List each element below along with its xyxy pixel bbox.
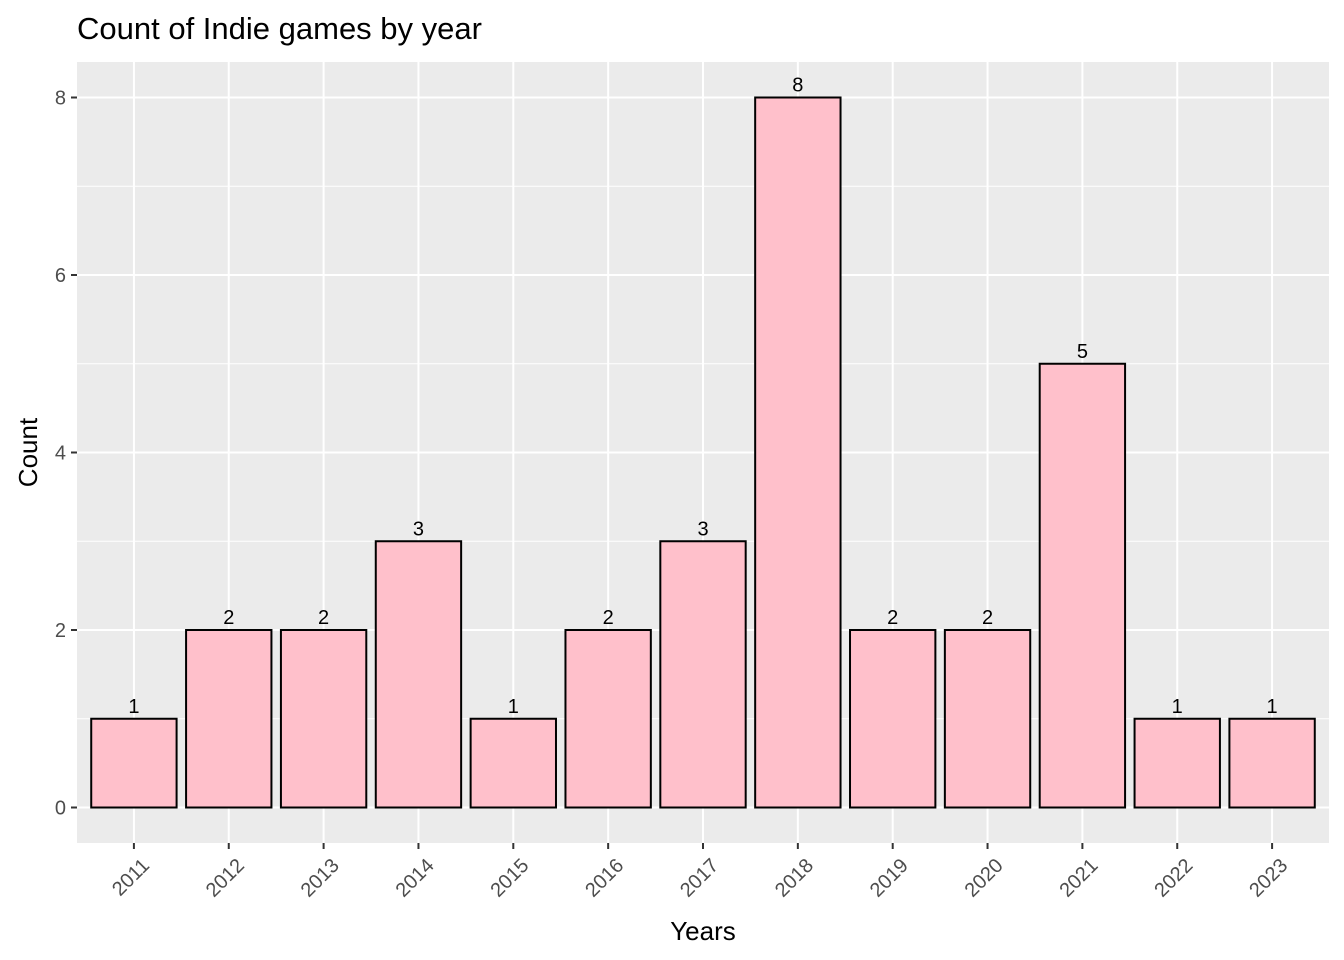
bar-labels: 1 2 2 3 1 2 3 8 2 2 5 1 1	[128, 75, 1277, 718]
x-tick-label: 2018	[771, 855, 818, 902]
y-tick-label: 0	[55, 798, 66, 820]
bar-value-label: 2	[887, 607, 898, 629]
x-tick-label: 2013	[297, 855, 344, 902]
bar-value-label: 2	[318, 607, 329, 629]
x-tick-label: 2015	[486, 855, 533, 902]
bar-2021	[1038, 362, 1127, 809]
bar-2011	[90, 717, 178, 809]
y-axis-title: Count	[13, 417, 43, 487]
x-tick-label: 2021	[1056, 855, 1103, 902]
x-tick-label: 2012	[202, 855, 249, 902]
bar-2014	[374, 540, 463, 809]
x-tick-label: 2017	[676, 855, 723, 902]
bar-value-label: 1	[508, 696, 519, 718]
x-tick-label: 2014	[392, 855, 439, 902]
y-tick-label: 4	[55, 443, 66, 465]
bar-value-label: 1	[128, 696, 139, 718]
bar-value-label: 3	[413, 518, 424, 540]
bar-value-label: 1	[1172, 696, 1183, 718]
x-tick-label: 2023	[1245, 855, 1292, 902]
bar-2017	[659, 540, 747, 809]
bar-2018	[754, 96, 842, 809]
bar-value-label: 2	[603, 607, 614, 629]
bar-value-label: 2	[223, 607, 234, 629]
x-tick-label: 2020	[961, 855, 1008, 902]
bar-2012	[185, 629, 273, 809]
x-tick-label: 2022	[1150, 855, 1197, 902]
y-axis: 0 2 4 6 8	[55, 88, 77, 820]
x-axis-title: Years	[670, 916, 736, 946]
bar-value-label: 3	[697, 518, 708, 540]
bar-2023	[1228, 717, 1316, 809]
bar-2016	[564, 629, 652, 809]
x-tick-label: 2011	[108, 855, 154, 901]
bar-2015	[469, 717, 557, 809]
x-tick-label: 2019	[866, 855, 913, 902]
bar-value-label: 8	[792, 75, 803, 97]
bar-value-label: 5	[1077, 341, 1088, 363]
bar-value-label: 1	[1267, 696, 1278, 718]
bar-2019	[849, 629, 937, 809]
x-tick-label: 2016	[581, 855, 628, 902]
chart-title: Count of Indie games by year	[77, 11, 482, 46]
y-tick-label: 6	[55, 265, 66, 287]
x-axis: 2011 2012 2013 2014 2015 2016 2017 2018 2019 2020…	[108, 843, 1292, 902]
bar-2013	[279, 629, 368, 809]
bar-value-label: 2	[982, 607, 993, 629]
y-tick-label: 2	[55, 620, 66, 642]
bar-2020	[943, 629, 1032, 809]
y-tick-label: 8	[55, 88, 66, 110]
bar-2022	[1133, 717, 1221, 809]
bars	[90, 96, 1316, 809]
